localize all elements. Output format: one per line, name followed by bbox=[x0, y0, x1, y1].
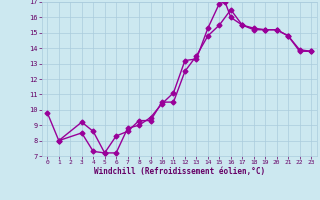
X-axis label: Windchill (Refroidissement éolien,°C): Windchill (Refroidissement éolien,°C) bbox=[94, 167, 265, 176]
